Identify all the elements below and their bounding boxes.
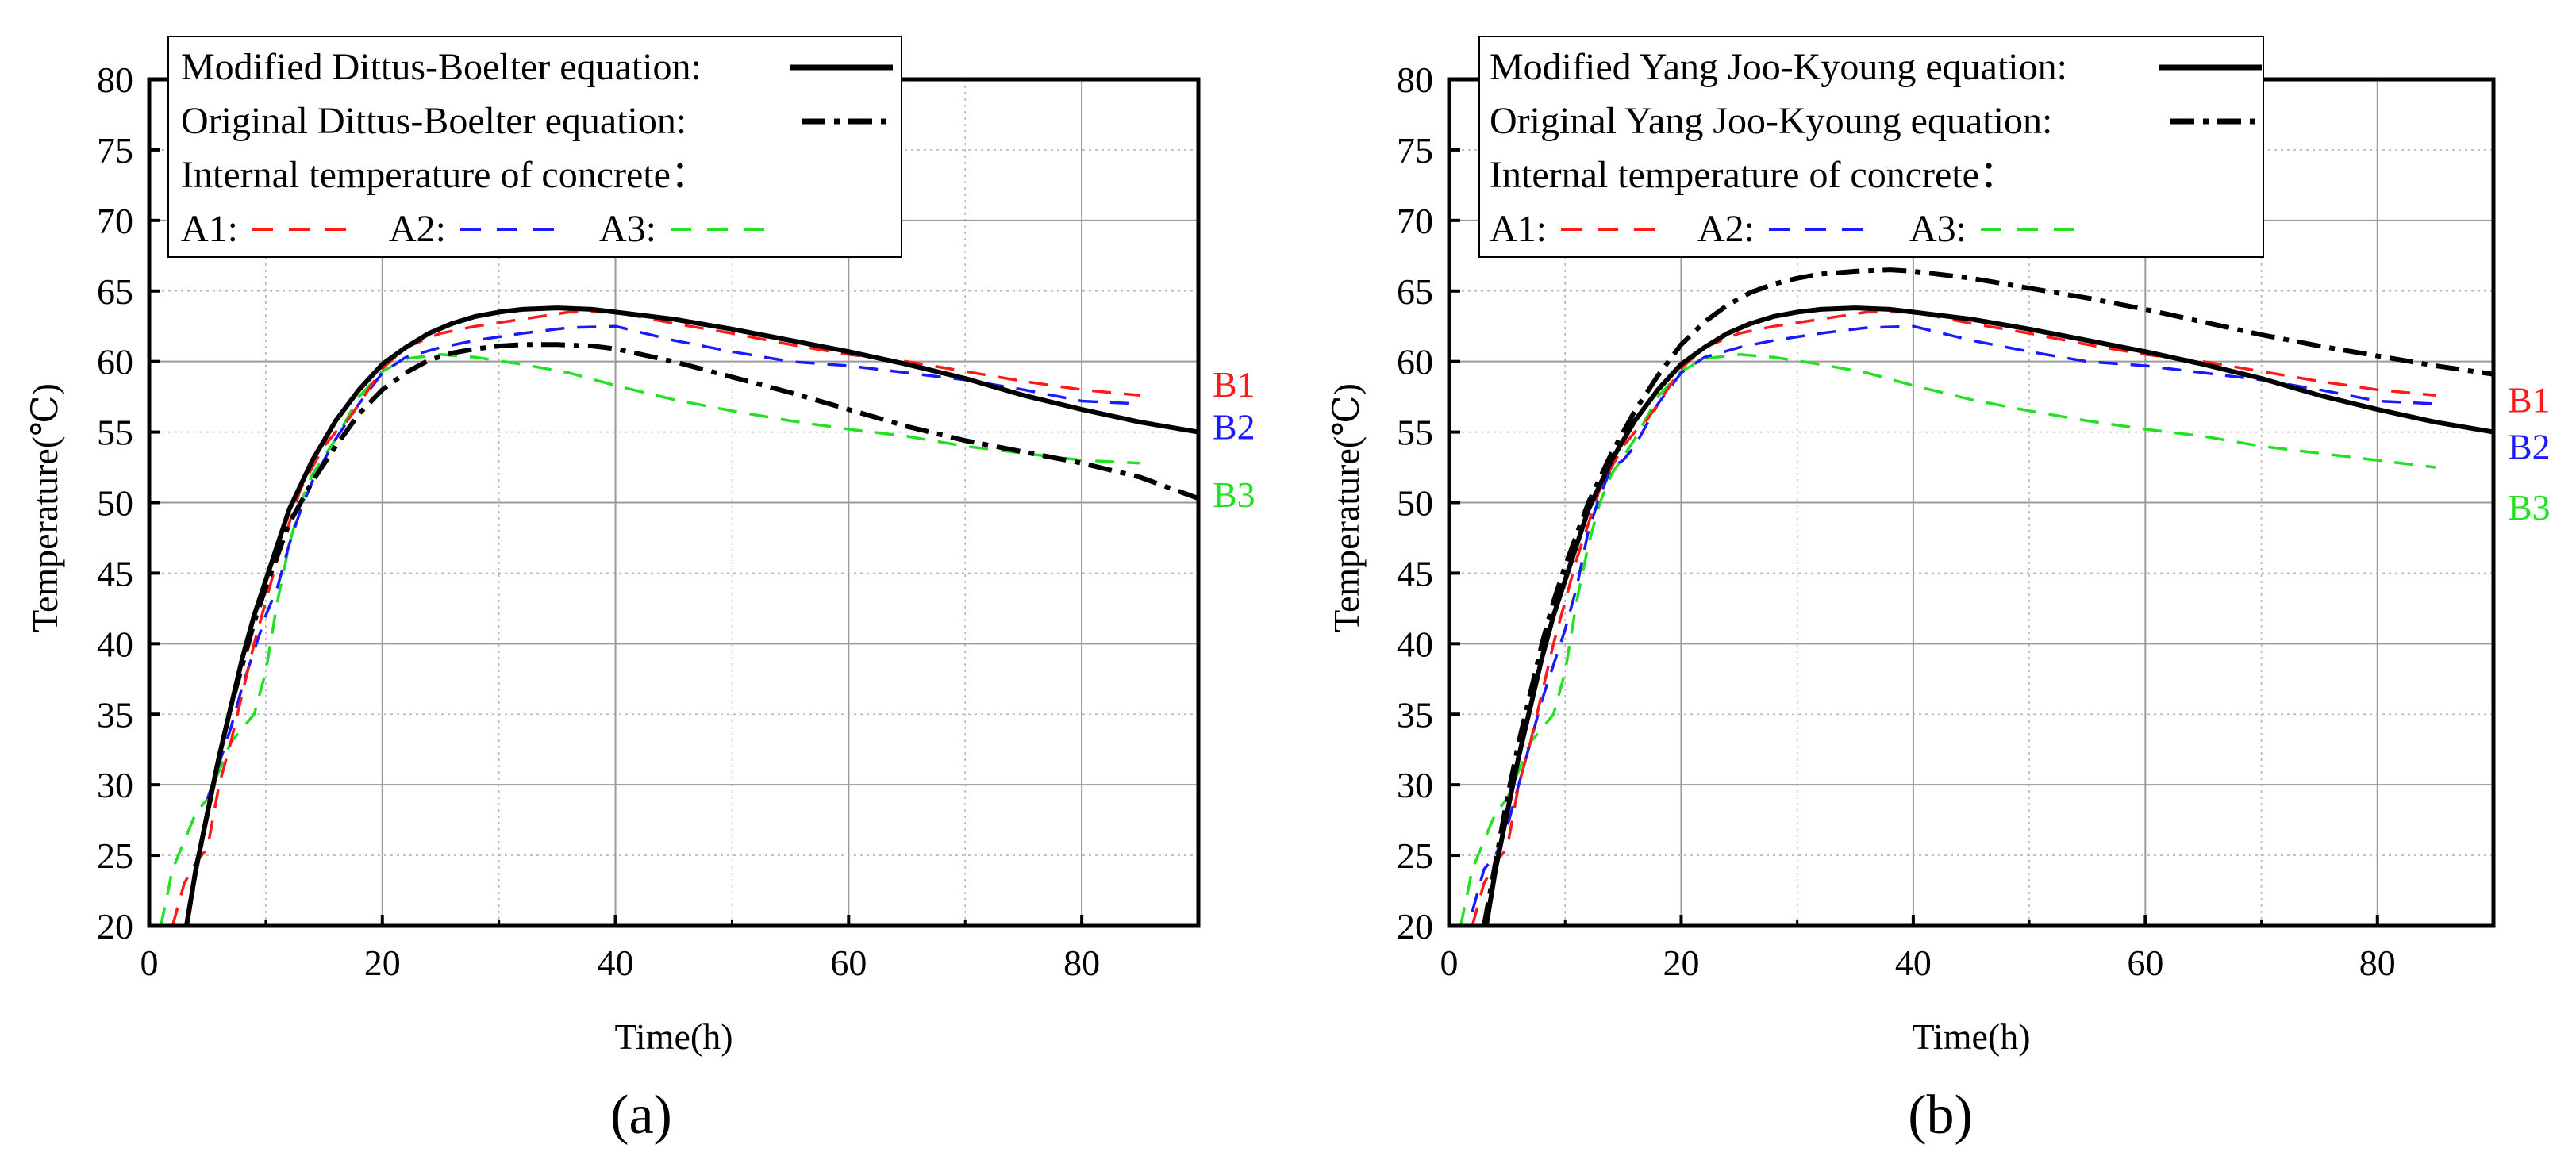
panel-b-series-a2 <box>1471 324 2436 912</box>
panel-b-annotation-b2: B2 <box>2508 426 2551 467</box>
panel-a-legend-a1-label: A1: <box>181 208 238 250</box>
panel-b-legend-internal-label: Internal temperature of concrete： <box>1490 154 2017 196</box>
panel-a-series-a1 <box>171 310 1140 927</box>
panel-b-series-a1 <box>1471 310 2436 927</box>
panel-b-y-tick-label-45: 45 <box>1397 553 1433 593</box>
panel-b-y-tick-label-35: 35 <box>1397 694 1433 735</box>
panel-a-y-tick-label-80: 80 <box>97 60 133 100</box>
panel-b-legend-a2-label: A2: <box>1697 208 1755 250</box>
panel-b-y-tick-label-70: 70 <box>1397 201 1433 241</box>
panel-b-ticks <box>1448 78 2379 927</box>
panel-a-y-tick-label-75: 75 <box>97 130 133 171</box>
panel-a-y-tick-label-40: 40 <box>97 624 133 664</box>
panel-a-y-tick-label-45: 45 <box>97 553 133 593</box>
panel-b-y-tick-label-40: 40 <box>1397 624 1433 664</box>
panel-b-x-tick-label-20: 20 <box>1663 943 1699 983</box>
panel-a-y-tick-label-60: 60 <box>97 342 133 382</box>
panel-b-legend-a3-label: A3: <box>1909 208 1967 250</box>
panel-b-legend-modified-label: Modified Yang Joo-Kyoung equation: <box>1490 46 2067 88</box>
panel-a-annotation-b1: B1 <box>1213 364 1255 405</box>
panel-a-annotation-b3: B3 <box>1213 474 1255 515</box>
panel-a-x-tick-label-0: 0 <box>140 943 159 983</box>
panel-b-y-tick-label-75: 75 <box>1397 130 1433 171</box>
panel-b-legend-box <box>1478 36 2264 258</box>
panel-a-legend-internal-label: Internal temperature of concrete： <box>181 154 709 196</box>
panel-b-x-tick-label-40: 40 <box>1895 943 1932 983</box>
panel-b-y-tick-label-65: 65 <box>1397 271 1433 312</box>
panel-a-y-tick-label-20: 20 <box>97 906 133 947</box>
panel-b-annotation-b3: B3 <box>2508 487 2551 528</box>
panel-a-series-a3 <box>159 353 1140 927</box>
panel-b-legend-original-label: Original Yang Joo-Kyoung equation: <box>1490 100 2052 142</box>
panel-a-series-a2 <box>206 324 1140 800</box>
panel-a-y-tick-label-30: 30 <box>97 765 133 805</box>
panel-b-x-tick-label-80: 80 <box>2359 943 2396 983</box>
panel-b-y-tick-label-25: 25 <box>1397 835 1433 876</box>
panel-a-y-tick-label-70: 70 <box>97 201 133 241</box>
panel-b-legend: Modified Yang Joo-Kyoung equation: Origi… <box>1478 36 2264 258</box>
panel-a-y-tick-label-25: 25 <box>97 835 133 876</box>
panel-b-label: (b) <box>1908 1085 1973 1146</box>
panel-a-legend: Modified Dittus-Boelter equation: Origin… <box>167 36 902 258</box>
panel-a-series-original <box>184 342 1200 927</box>
panel-b-series-modified <box>1483 305 2494 927</box>
panel-a-series <box>159 305 1200 927</box>
panel-a-legend-box <box>167 36 902 258</box>
panel-b-legend-a1-label: A1: <box>1490 208 1547 250</box>
panel-a-x-tick-label-60: 60 <box>830 943 867 983</box>
panel-b-series <box>1459 267 2494 927</box>
panel-b-x-tick-label-0: 0 <box>1440 943 1459 983</box>
panel-b-series-a3 <box>1459 353 2436 927</box>
panel-a-legend-original-label: Original Dittus-Boelter equation: <box>181 100 686 142</box>
panel-a-x-tick-label-40: 40 <box>598 943 634 983</box>
panel-a-label: (a) <box>610 1085 672 1146</box>
panel-b-x-axis-label: Time(h) <box>1912 1016 2030 1057</box>
panel-a-y-tick-label-35: 35 <box>97 694 133 735</box>
panel-a-x-axis-label: Time(h) <box>614 1016 732 1057</box>
panel-a-y-tick-label-65: 65 <box>97 271 133 312</box>
panel-b-y-tick-label-50: 50 <box>1397 483 1433 524</box>
panel-b-y-tick-label-20: 20 <box>1397 906 1433 947</box>
panel-b-y-axis-label: Temperature(℃) <box>1326 383 1367 632</box>
panel-a-ticks <box>148 78 1084 927</box>
panel-a-x-tick-label-20: 20 <box>364 943 401 983</box>
panel-a-legend-a2-label: A2: <box>389 208 446 250</box>
panel-a-x-tick-label-80: 80 <box>1063 943 1100 983</box>
panel-b-annotation-b1: B1 <box>2508 380 2551 420</box>
panel-a-y-axis-label: Temperature(℃) <box>25 383 65 632</box>
panel-b-series-original <box>1481 267 2494 927</box>
panel-b-y-tick-label-55: 55 <box>1397 413 1433 453</box>
panel-a-y-tick-label-50: 50 <box>97 483 133 524</box>
panel-b-y-tick-label-80: 80 <box>1397 60 1433 100</box>
panel-a-legend-a3-label: A3: <box>599 208 656 250</box>
panel-a-series-modified <box>184 305 1199 927</box>
panel-b-y-tick-label-30: 30 <box>1397 765 1433 805</box>
panel-b-y-tick-label-60: 60 <box>1397 342 1433 382</box>
panel-a-legend-modified-label: Modified Dittus-Boelter equation: <box>181 46 702 88</box>
panel-b-x-tick-label-60: 60 <box>2127 943 2163 983</box>
panel-a-annotation-b2: B2 <box>1213 406 1255 447</box>
panel-a-y-tick-label-55: 55 <box>97 413 133 453</box>
